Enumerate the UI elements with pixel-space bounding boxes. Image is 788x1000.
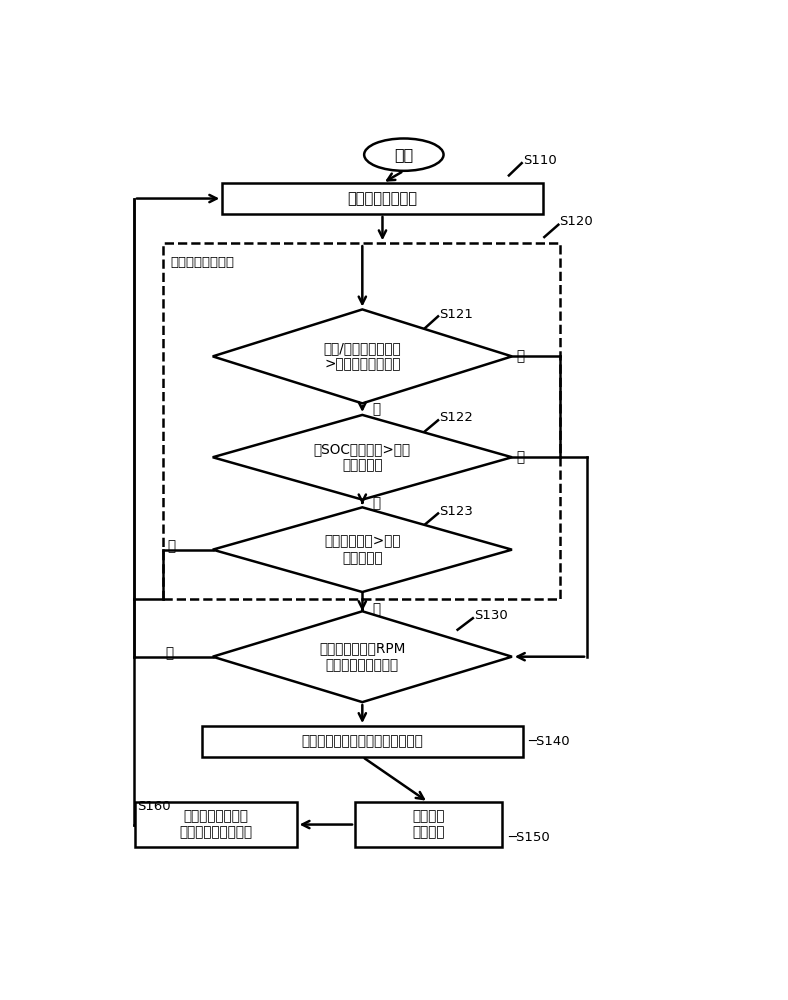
Bar bbox=[355, 802, 501, 847]
Text: 否: 否 bbox=[372, 402, 381, 416]
Polygon shape bbox=[213, 309, 512, 403]
Text: S123: S123 bbox=[439, 505, 473, 518]
Polygon shape bbox=[213, 415, 512, 500]
Text: S120: S120 bbox=[559, 215, 593, 228]
Text: 执行电池
充电恢复: 执行电池 充电恢复 bbox=[412, 809, 444, 840]
Text: S121: S121 bbox=[439, 308, 473, 321]
Text: ─S150: ─S150 bbox=[507, 831, 549, 844]
Bar bbox=[222, 183, 543, 214]
Text: 是: 是 bbox=[517, 450, 525, 464]
Text: ─S140: ─S140 bbox=[528, 735, 570, 748]
Text: 确定执行电池更新: 确定执行电池更新 bbox=[170, 256, 234, 269]
Text: S110: S110 bbox=[523, 154, 556, 167]
Bar bbox=[162, 243, 559, 599]
Text: 充电/放电电流累积值
>阈值（预定值）？: 充电/放电电流累积值 >阈值（预定值）？ bbox=[323, 341, 401, 371]
Polygon shape bbox=[213, 507, 512, 592]
Bar bbox=[135, 802, 296, 847]
Text: 是: 是 bbox=[372, 602, 381, 616]
Text: 否: 否 bbox=[168, 539, 176, 553]
Text: S160: S160 bbox=[137, 800, 170, 813]
Text: 是: 是 bbox=[517, 349, 525, 363]
Text: 开始: 开始 bbox=[394, 147, 414, 162]
Text: 低SOC进入频率>阈值
（频率）？: 低SOC进入频率>阈值 （频率）？ bbox=[314, 442, 411, 472]
Text: 起动电力产生控制: 起动电力产生控制 bbox=[348, 191, 418, 206]
Polygon shape bbox=[213, 611, 512, 702]
Ellipse shape bbox=[364, 138, 444, 171]
Text: 起动电池更新并重
置电池更新进入条件: 起动电池更新并重 置电池更新进入条件 bbox=[179, 809, 252, 840]
Text: 否: 否 bbox=[165, 646, 174, 660]
Text: S122: S122 bbox=[439, 411, 473, 424]
Text: 车辆起动频率>阈值
（频率）？: 车辆起动频率>阈值 （频率）？ bbox=[324, 535, 400, 565]
Text: 解除电力产生控制并起动电池更新: 解除电力产生控制并起动电池更新 bbox=[301, 734, 423, 748]
Text: 否: 否 bbox=[372, 496, 381, 510]
Text: 车速以及发动机RPM
满足电力产生条件？: 车速以及发动机RPM 满足电力产生条件？ bbox=[319, 642, 406, 672]
Bar bbox=[202, 726, 522, 757]
Text: S130: S130 bbox=[474, 609, 507, 622]
